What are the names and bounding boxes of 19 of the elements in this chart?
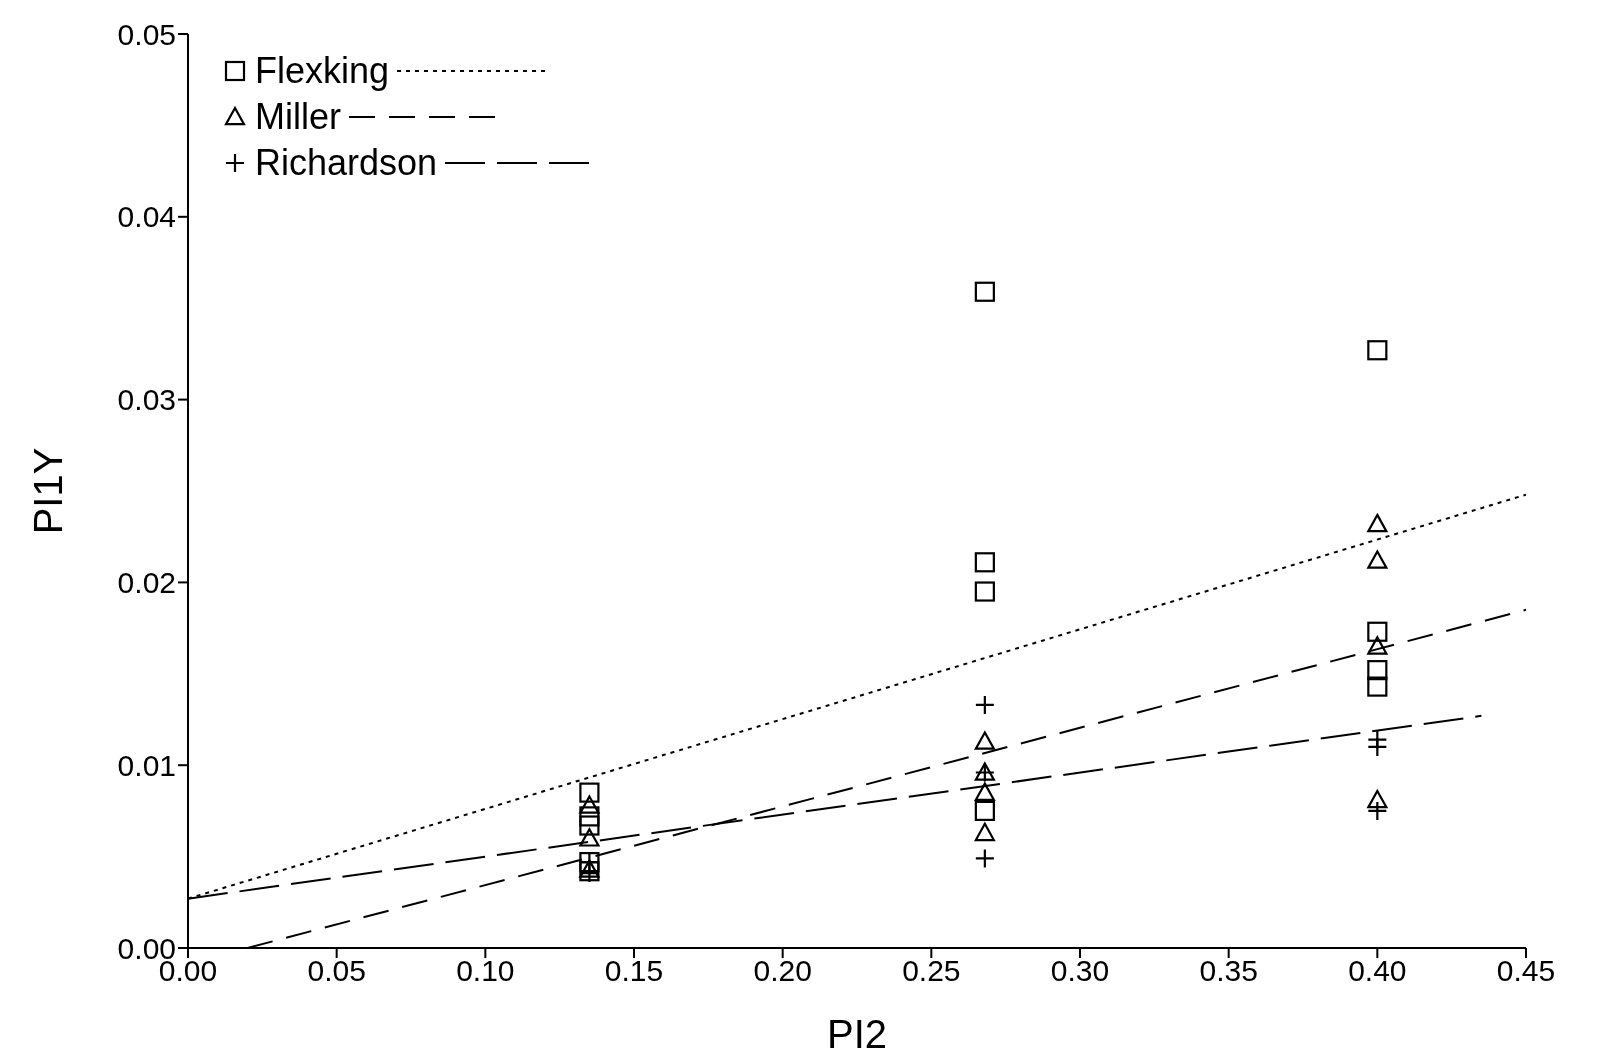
- y-tick-label: 0.01: [117, 748, 176, 782]
- y-axis-title: PI1Y: [26, 447, 71, 535]
- x-tick-label: 0.30: [1050, 954, 1110, 988]
- x-tick-label: 0.45: [1496, 954, 1556, 988]
- x-axis-title: PI2: [826, 1012, 888, 1056]
- x-tick-label: 0.35: [1199, 954, 1258, 988]
- x-tick-label: 0.40: [1348, 954, 1407, 988]
- legend-label: Richardson: [255, 141, 438, 185]
- y-tick-label: 0.02: [117, 566, 176, 600]
- x-tick-label: 0.05: [307, 954, 366, 988]
- x-tick-label: 0.25: [902, 954, 961, 988]
- y-tick-label: 0.03: [117, 383, 176, 417]
- x-tick-label: 0.20: [753, 954, 812, 988]
- legend-label: Miller: [255, 95, 341, 139]
- y-tick-label: 0.04: [117, 200, 176, 234]
- x-tick-label: 0.10: [456, 954, 515, 988]
- x-tick-label: 0.15: [604, 954, 664, 988]
- legend-label: Flexking: [255, 49, 390, 93]
- y-tick-label: 0.05: [117, 17, 176, 51]
